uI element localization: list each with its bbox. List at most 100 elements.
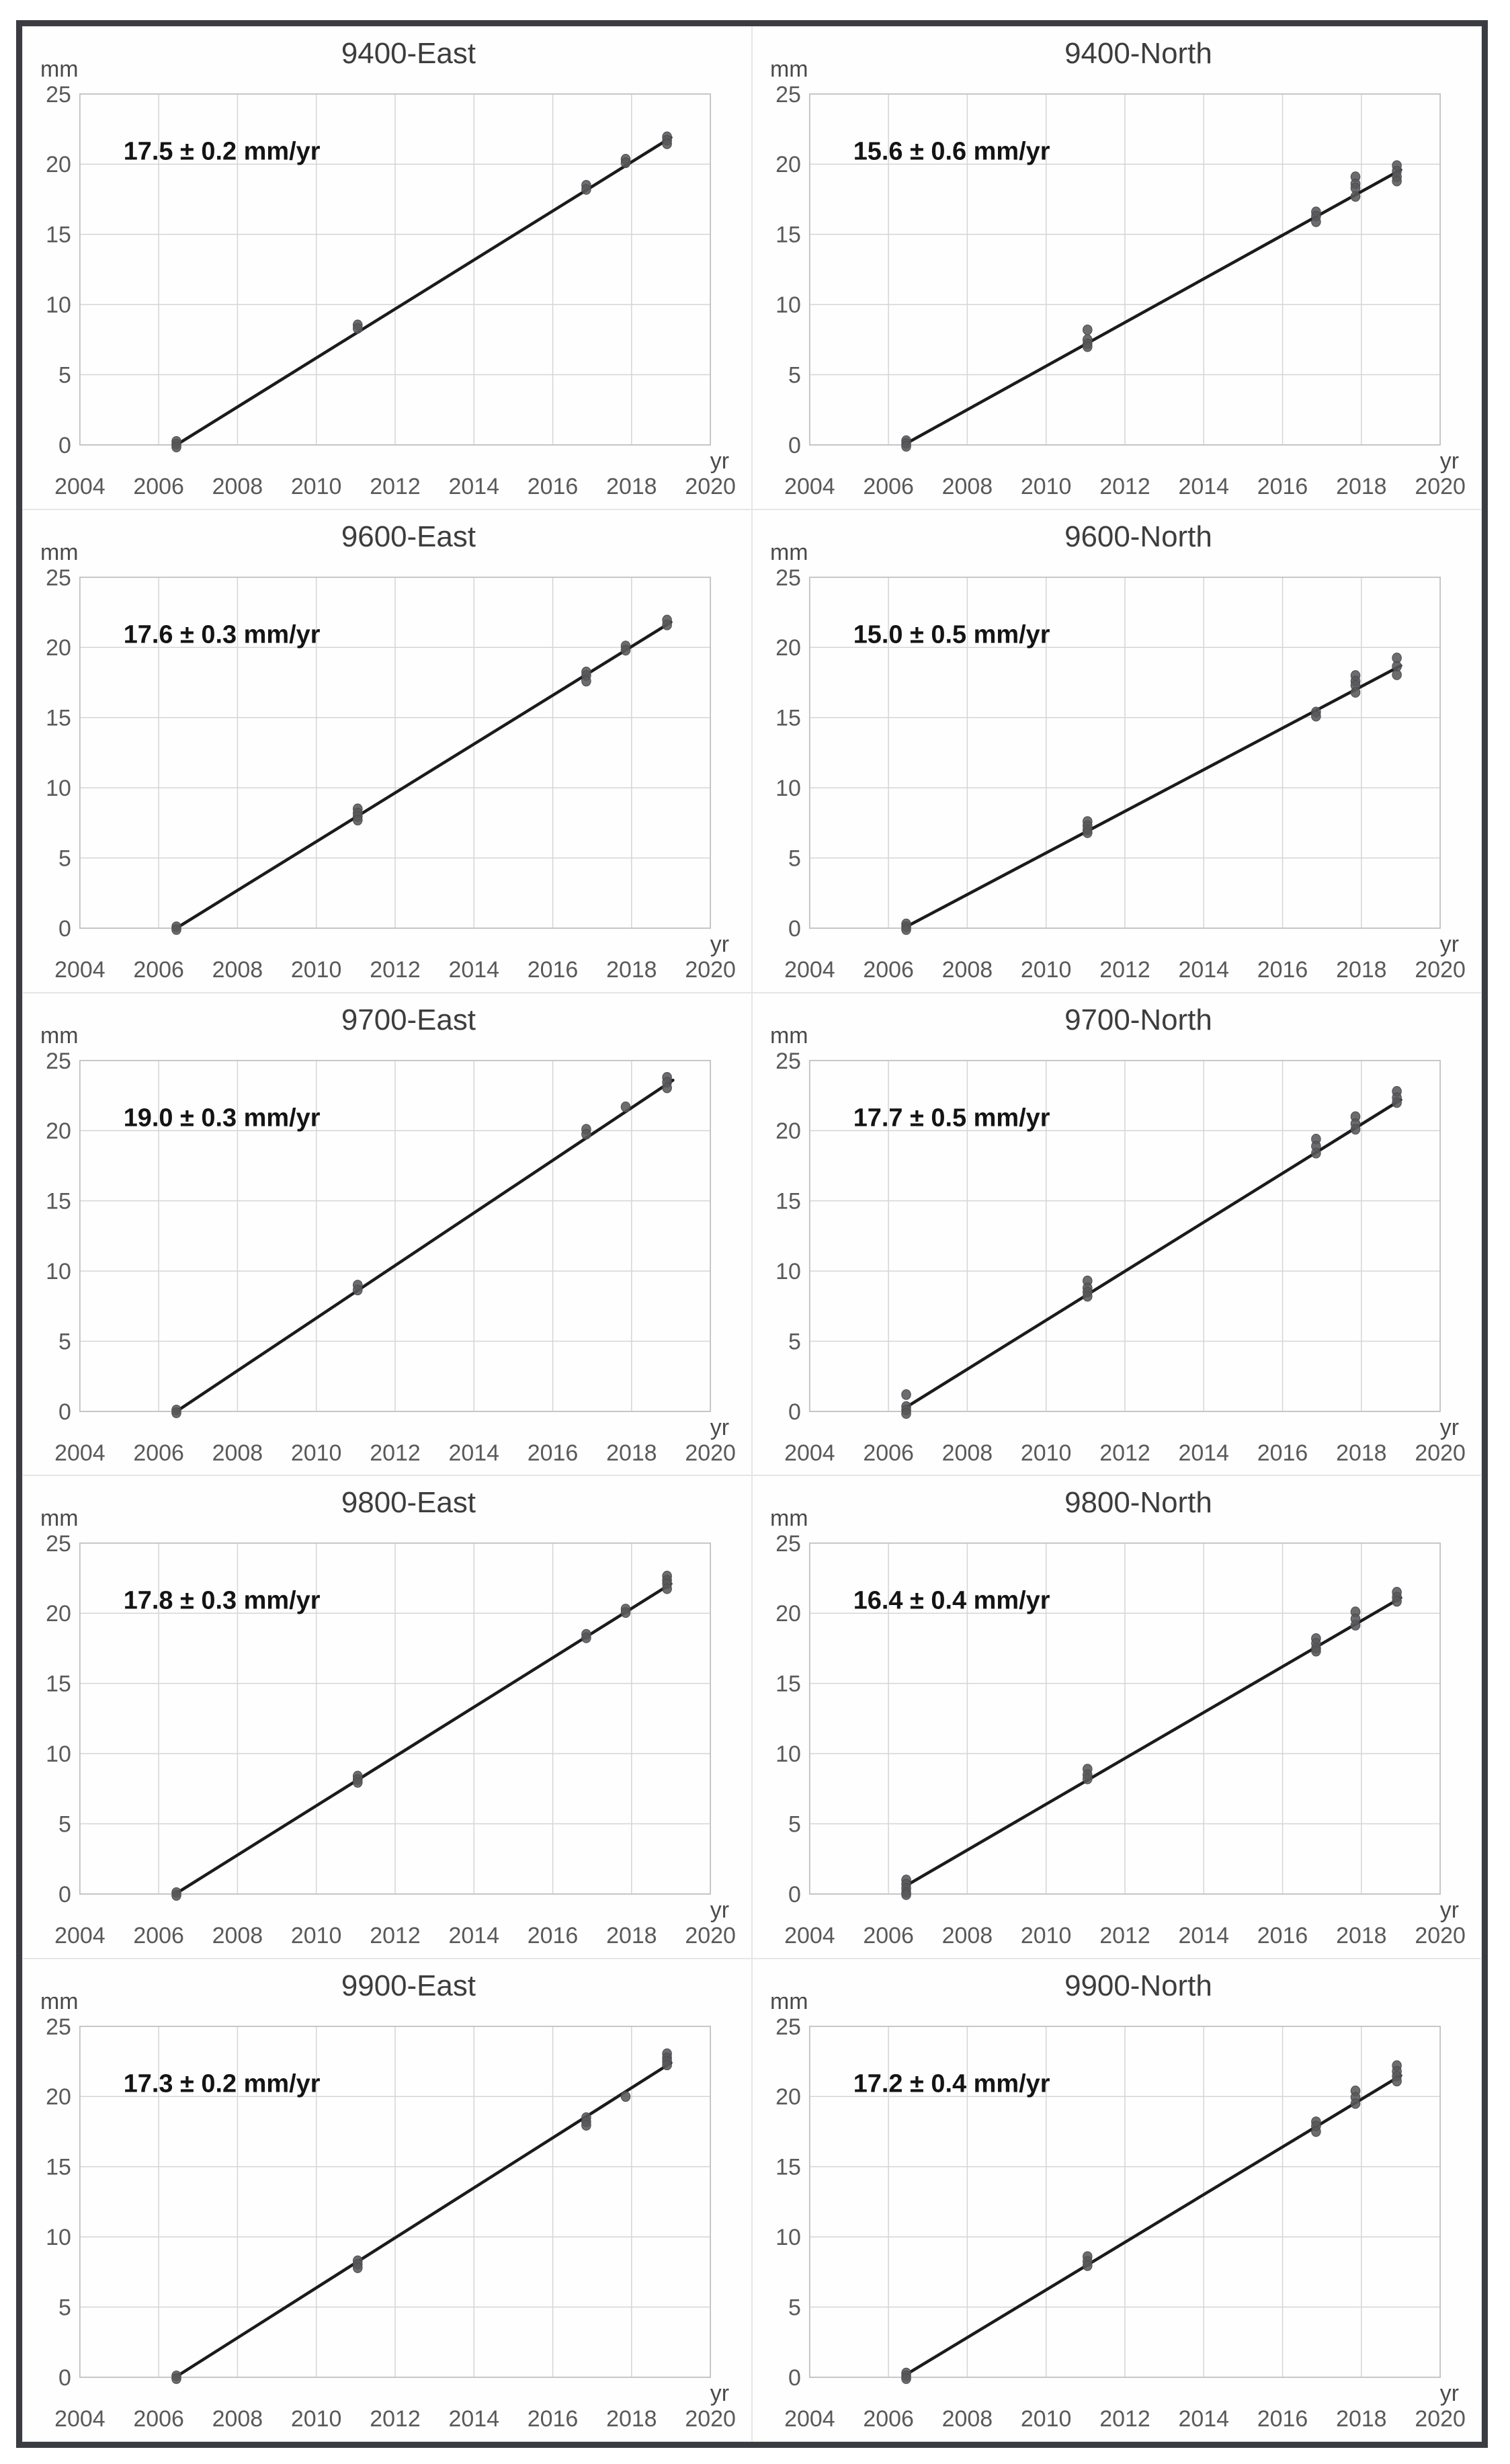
- data-point: [901, 2373, 911, 2385]
- x-tick-label: 2018: [606, 474, 657, 499]
- x-axis-unit-label: yr: [710, 1897, 729, 1923]
- y-tick-label: 0: [788, 1882, 801, 1907]
- x-tick-label: 2018: [1336, 1923, 1386, 1948]
- data-point: [581, 2120, 591, 2131]
- x-tick-label: 2014: [449, 1923, 499, 1948]
- x-tick-label: 2008: [942, 957, 993, 983]
- data-point: [1311, 216, 1321, 227]
- x-tick-label: 2010: [291, 957, 341, 983]
- chart-panel-9600-east: 9600-East mm yr 0 5 10 15 20 25 2004 2006 2008 2010 2…: [22, 509, 752, 993]
- x-tick-label: 2020: [685, 1923, 735, 1948]
- x-axis-unit-label: yr: [1440, 1414, 1459, 1440]
- x-tick-label: 2012: [370, 2406, 420, 2432]
- x-tick-label: 2020: [1415, 1440, 1465, 1465]
- x-tick-label: 2012: [1099, 2406, 1150, 2432]
- y-tick-label: 15: [775, 2155, 801, 2180]
- data-point: [901, 923, 911, 935]
- plot-border: [79, 1059, 712, 1412]
- data-point: [1392, 2076, 1402, 2087]
- trend-line: [905, 168, 1402, 446]
- x-tick-label: 2016: [528, 1923, 578, 1948]
- y-tick-label: 20: [775, 1118, 801, 1144]
- data-point: [620, 1607, 631, 1618]
- data-point: [352, 1777, 363, 1789]
- x-tick-label: 2016: [1257, 2406, 1308, 2432]
- chart-plot: 9800-East mm yr 0 5 10 15 20 25 2004 2006 2008 2010 2…: [40, 1486, 736, 1948]
- x-tick-label: 2016: [1257, 1440, 1308, 1465]
- y-tick-label: 5: [788, 2295, 801, 2321]
- x-tick-label: 2008: [212, 957, 263, 983]
- x-tick-label: 2014: [1179, 474, 1229, 499]
- y-tick-label: 5: [788, 1329, 801, 1354]
- x-tick-label: 2008: [212, 474, 263, 499]
- y-tick-label: 10: [775, 2225, 801, 2250]
- data-point: [1392, 1097, 1402, 1108]
- x-tick-label: 2006: [863, 1440, 913, 1465]
- x-tick-label: 2006: [863, 1923, 913, 1948]
- y-axis-unit-label: mm: [770, 1506, 808, 1531]
- data-point: [1350, 1620, 1361, 1631]
- x-tick-label: 2018: [606, 2406, 657, 2432]
- chart-plot: 9400-North mm yr 0 5 10 15 20 25 2004 2006 2008 2010…: [770, 37, 1466, 499]
- x-tick-label: 2010: [1021, 1923, 1071, 1948]
- y-tick-label: 10: [775, 292, 801, 318]
- chart-title: 9700-East: [341, 1003, 476, 1036]
- x-tick-label: 2010: [291, 2406, 341, 2432]
- slope-annotation: 17.3 ± 0.2 mm/yr: [124, 2070, 321, 2098]
- x-tick-label: 2020: [1415, 1923, 1465, 1948]
- chart-panel-9600-north: 9600-North mm yr 0 5 10 15 20 25 2004 2006 2008 2010…: [752, 509, 1482, 993]
- y-axis-unit-label: mm: [40, 1989, 79, 2014]
- data-point: [352, 2262, 363, 2274]
- x-tick-label: 2014: [449, 1440, 499, 1465]
- data-point: [1350, 2098, 1361, 2109]
- y-tick-label: 15: [46, 1188, 71, 1214]
- slope-annotation: 15.0 ± 0.5 mm/yr: [853, 620, 1050, 649]
- chart-plot: 9800-North mm yr 0 5 10 15 20 25 2004 2006 2008 2010…: [770, 1486, 1466, 1948]
- y-tick-label: 25: [775, 2014, 801, 2040]
- y-tick-label: 15: [46, 1672, 71, 1697]
- data-point: [1392, 1596, 1402, 1607]
- plot-border: [808, 1543, 1441, 1895]
- x-tick-label: 2014: [1179, 2406, 1229, 2432]
- slope-annotation: 17.2 ± 0.4 mm/yr: [853, 2070, 1050, 2098]
- x-tick-label: 2010: [291, 1440, 341, 1465]
- y-tick-label: 0: [58, 433, 71, 458]
- y-tick-label: 10: [775, 776, 801, 801]
- slope-annotation: 17.6 ± 0.3 mm/yr: [124, 620, 321, 649]
- chart-title: 9800-East: [341, 1486, 476, 1519]
- x-axis-unit-label: yr: [710, 932, 729, 957]
- x-tick-label: 2008: [942, 1923, 993, 1948]
- charts-grid: 9400-East mm yr 0 5 10 15 20 25 2004 2006 2008 2010 2…: [22, 26, 1482, 2442]
- data-point: [352, 323, 363, 334]
- y-tick-label: 20: [46, 1602, 71, 1627]
- y-tick-label: 10: [775, 1259, 801, 1284]
- y-tick-label: 25: [46, 2014, 71, 2040]
- data-point: [1082, 1774, 1093, 1784]
- x-tick-label: 2020: [685, 1440, 735, 1465]
- x-tick-label: 2014: [449, 2406, 499, 2432]
- x-axis-unit-label: yr: [1440, 1897, 1459, 1923]
- chart-plot: 9600-East mm yr 0 5 10 15 20 25 2004 2006 2008 2010 2…: [40, 520, 736, 983]
- data-point: [620, 157, 631, 169]
- y-tick-label: 10: [46, 292, 71, 318]
- x-axis-unit-label: yr: [1440, 932, 1459, 957]
- x-tick-label: 2004: [54, 957, 105, 983]
- x-tick-label: 2018: [606, 1923, 657, 1948]
- data-point: [1311, 710, 1321, 722]
- data-point: [1082, 324, 1093, 335]
- plot-border: [79, 576, 712, 929]
- x-tick-label: 2006: [863, 957, 913, 983]
- slope-annotation: 16.4 ± 0.4 mm/yr: [853, 1587, 1050, 1615]
- plot-border: [79, 93, 712, 446]
- chart-plot: 9600-North mm yr 0 5 10 15 20 25 2004 2006 2008 2010…: [770, 520, 1466, 983]
- chart-panel-9700-north: 9700-North mm yr 0 5 10 15 20 25 2004 2006 2008 2010…: [752, 992, 1482, 1476]
- x-tick-label: 2012: [370, 1440, 420, 1465]
- data-point: [901, 441, 911, 452]
- figure-frame: 9400-East mm yr 0 5 10 15 20 25 2004 2006 2008 2010 2…: [16, 20, 1488, 2448]
- x-tick-label: 2004: [784, 1440, 835, 1465]
- data-point: [1311, 1646, 1321, 1657]
- y-tick-label: 20: [775, 635, 801, 661]
- y-tick-label: 0: [788, 916, 801, 942]
- x-tick-label: 2010: [1021, 1440, 1071, 1465]
- x-tick-label: 2006: [133, 1923, 183, 1948]
